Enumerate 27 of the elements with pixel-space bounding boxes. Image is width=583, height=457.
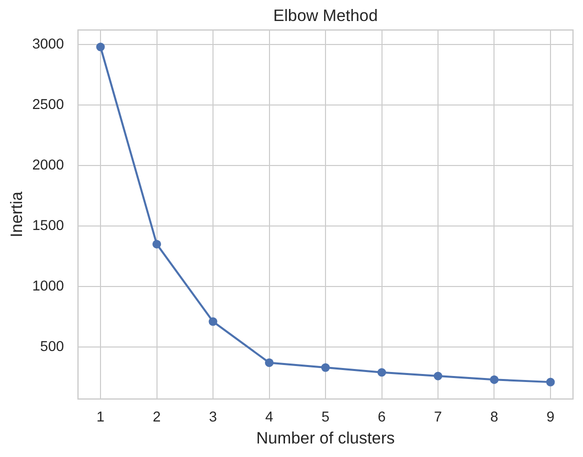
y-tick-label: 1500 — [32, 218, 64, 234]
y-tick-label: 2000 — [32, 157, 64, 174]
point — [264, 358, 274, 368]
y-axis-title: Inertia — [8, 190, 26, 238]
chart-title: Elbow Method — [273, 7, 378, 26]
x-tick-label: 5 — [322, 410, 330, 426]
x-axis-title: Number of clusters — [256, 430, 395, 448]
point — [96, 42, 105, 52]
x-tick-label: 4 — [265, 410, 274, 426]
point — [377, 368, 386, 377]
point — [152, 240, 162, 248]
x-tick-label: 2 — [152, 410, 161, 426]
point — [208, 317, 218, 326]
point — [434, 372, 442, 380]
y-tick-label: 2500 — [32, 96, 64, 113]
x-tick-label: 3 — [209, 410, 218, 426]
y-tick-label: 3000 — [32, 36, 64, 52]
y-tick-label: 500 — [40, 338, 64, 355]
x-tick-label: 7 — [434, 410, 442, 426]
x-tick-label: 6 — [378, 410, 386, 426]
x-tick-label: 9 — [546, 410, 555, 426]
x-tick-label: 1 — [96, 410, 105, 426]
x-tick-label: 8 — [490, 410, 498, 426]
point — [490, 375, 499, 384]
point — [321, 363, 330, 372]
point — [546, 378, 555, 386]
y-tick-label: 1000 — [32, 278, 64, 294]
